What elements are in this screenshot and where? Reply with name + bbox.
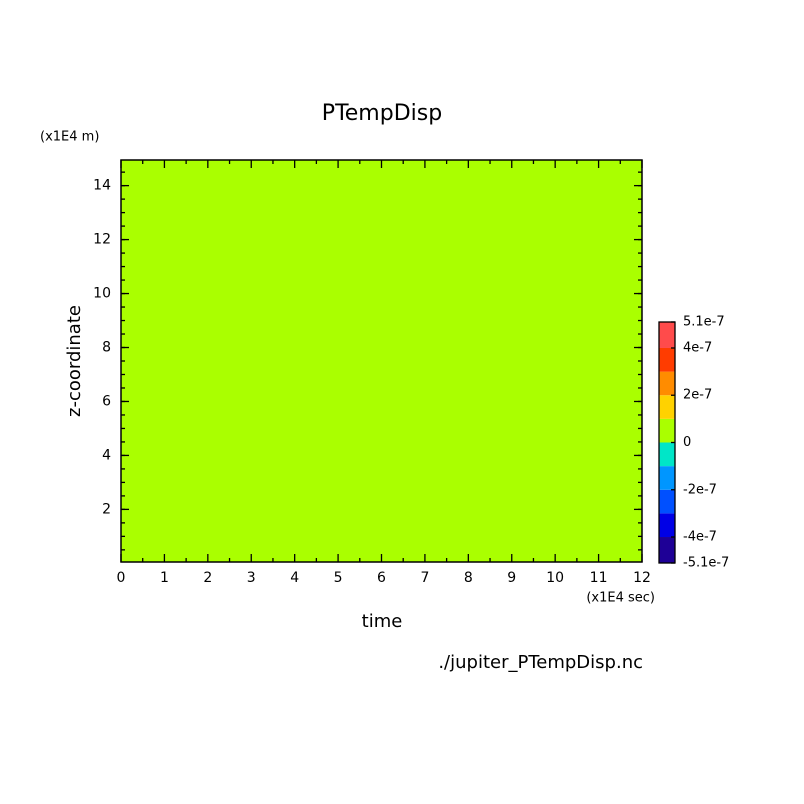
x-tick-label: 5 [334, 570, 343, 586]
colorbar-band [659, 442, 675, 467]
field-cell [121, 160, 642, 562]
colorbar-tick-label: 4e-7 [683, 340, 712, 355]
y-tick-label: 6 [102, 393, 111, 409]
colorbar-tick-label: 0 [683, 435, 691, 450]
colorbar-band [659, 466, 675, 490]
x-tick-label: 2 [203, 570, 212, 586]
y-tick-label: 2 [102, 501, 111, 517]
colorbar-band [659, 489, 675, 514]
x-tick-label: 4 [290, 570, 299, 586]
y-tick-label: 4 [102, 447, 111, 463]
colorbar-band [659, 322, 675, 348]
colorbar-band [659, 537, 675, 563]
x-tick-label: 0 [117, 570, 126, 586]
colorbar-tick-label: -2e-7 [683, 482, 717, 497]
x-tick-label: 6 [377, 570, 386, 586]
colorbar-tick-label: 5.1e-7 [683, 315, 725, 330]
x-unit: (x1E4 sec) [586, 591, 655, 606]
colorbar-band [659, 418, 675, 443]
x-tick-label: 3 [247, 570, 256, 586]
colorbar-band [659, 395, 675, 419]
chart-title: PTempDisp [322, 101, 442, 126]
colorbar-band [659, 513, 675, 538]
x-tick-label: 12 [633, 570, 651, 586]
colorbar-band [659, 347, 675, 372]
y-tick-label: 12 [93, 232, 111, 248]
y-label: z-coordinate [64, 305, 85, 417]
y-tick-label: 14 [93, 178, 111, 194]
x-tick-label: 1 [160, 570, 169, 586]
colorbar-tick-label: -5.1e-7 [683, 556, 729, 571]
x-tick-label: 11 [590, 570, 608, 586]
x-label: time [362, 611, 403, 632]
source: ./jupiter_PTempDisp.nc [438, 652, 643, 673]
colorbar-tick-label: -4e-7 [683, 530, 717, 545]
x-tick-label: 9 [507, 570, 516, 586]
y-tick-label: 8 [102, 340, 111, 356]
colorbar-band [659, 371, 675, 396]
colorbar-tick-label: 2e-7 [683, 388, 712, 403]
x-tick-label: 8 [464, 570, 473, 586]
y-unit: (x1E4 m) [40, 130, 99, 145]
x-tick-label: 7 [420, 570, 429, 586]
x-tick-label: 10 [546, 570, 564, 586]
y-tick-label: 10 [93, 286, 111, 302]
